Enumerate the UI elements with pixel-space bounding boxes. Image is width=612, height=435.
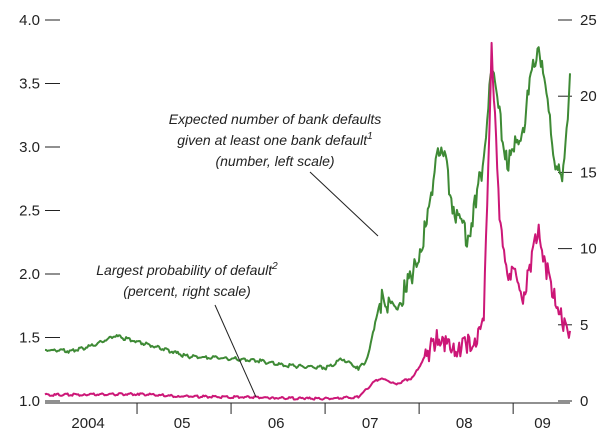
y-left-tick-label: 3.0 [19, 139, 40, 156]
y-right-tick-label: 20 [580, 88, 597, 105]
x-tick-label: 2004 [71, 415, 104, 432]
y-right-tick-label: 10 [580, 241, 597, 258]
x-tick-label: 06 [268, 415, 285, 432]
annotation-largest-probability-leader [214, 304, 257, 398]
annotation-expected-defaults-line: given at least one bank default1 [177, 131, 372, 148]
annotation-largest-probability-line: Largest probability of default2 [96, 261, 278, 278]
y-right-tick-label: 25 [580, 12, 597, 29]
series-line-expected-defaults [44, 46, 571, 371]
y-right-tick-label: 0 [580, 393, 588, 410]
y-left-tick-label: 1.0 [19, 393, 40, 410]
chart-annotations: Expected number of bank defaults given at… [96, 111, 381, 398]
annotation-expected-defaults-line: Expected number of bank defaults [169, 111, 381, 127]
y-left-tick-label: 4.0 [19, 12, 40, 29]
y-right-tick-label: 5 [580, 317, 588, 334]
x-tick-label: 07 [362, 415, 379, 432]
x-tick-label: 09 [534, 415, 551, 432]
x-tick-label: 05 [174, 415, 191, 432]
annotation-expected-defaults-line: (number, left scale) [215, 153, 334, 169]
chart-series-layer [44, 41, 571, 401]
annotation-footnote-marker: 2 [271, 261, 278, 272]
annotation-expected-defaults-leader [309, 171, 379, 237]
y-left-tick-label: 1.5 [19, 330, 40, 347]
y-right-tick-label: 15 [580, 164, 597, 181]
y-left-tick-label: 2.5 [19, 203, 40, 220]
annotation-largest-probability-line: (percent, right scale) [123, 283, 251, 299]
series-line-largest-probability [44, 41, 571, 401]
y-left-tick-label: 3.5 [19, 76, 40, 93]
x-tick-label: 08 [456, 415, 473, 432]
annotation-footnote-marker: 1 [367, 131, 373, 142]
y-left-tick-label: 2.0 [19, 266, 40, 283]
